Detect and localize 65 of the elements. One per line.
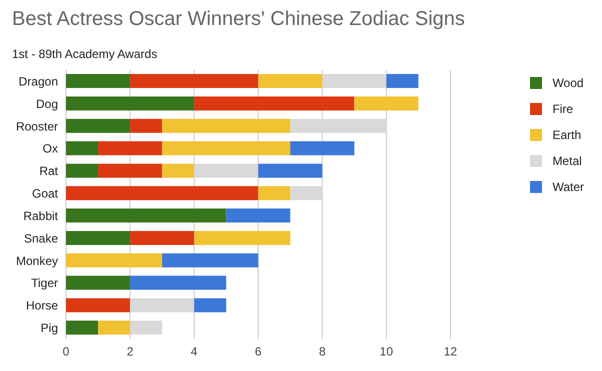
x-tick-label: 12 bbox=[444, 344, 458, 359]
x-tick-label: 6 bbox=[254, 344, 262, 359]
y-tick-label: Snake bbox=[24, 231, 58, 246]
y-tick-label: Horse bbox=[26, 298, 58, 313]
bar bbox=[258, 164, 322, 178]
bar bbox=[130, 118, 162, 133]
bar bbox=[66, 186, 258, 200]
bar bbox=[130, 298, 194, 312]
bar bbox=[194, 230, 290, 245]
x-tick-label: 8 bbox=[318, 344, 326, 359]
bar bbox=[162, 141, 290, 156]
bar bbox=[66, 298, 130, 312]
bar bbox=[354, 96, 418, 110]
y-tick-label: Rooster bbox=[16, 119, 58, 134]
bar bbox=[98, 164, 162, 178]
bar bbox=[130, 320, 162, 335]
bar bbox=[66, 96, 194, 110]
bar bbox=[130, 276, 226, 290]
x-tick-label: 0 bbox=[62, 344, 70, 359]
legend-label: Metal bbox=[552, 154, 582, 168]
bar bbox=[66, 276, 130, 290]
y-tick-label: Pig bbox=[40, 321, 58, 336]
bar bbox=[66, 208, 226, 223]
legend-label: Water bbox=[552, 180, 584, 194]
bar bbox=[130, 74, 258, 88]
bar bbox=[290, 186, 322, 200]
x-tick-label: 2 bbox=[126, 344, 134, 359]
y-tick-label: Goat bbox=[32, 186, 59, 201]
y-tick-label: Rabbit bbox=[23, 208, 59, 223]
bar bbox=[66, 320, 98, 335]
bar bbox=[194, 298, 226, 312]
y-tick-label: Dragon bbox=[18, 74, 58, 88]
y-tick-label: Monkey bbox=[16, 254, 58, 268]
bar bbox=[322, 74, 386, 88]
bar bbox=[226, 208, 290, 223]
bar bbox=[66, 118, 130, 133]
bar bbox=[98, 141, 162, 156]
bar bbox=[258, 186, 290, 200]
bar bbox=[66, 141, 98, 156]
bar bbox=[290, 141, 354, 156]
chart-subtitle: 1st - 89th Academy Awards bbox=[12, 47, 158, 61]
bar bbox=[66, 253, 162, 268]
bar bbox=[130, 230, 194, 245]
bar bbox=[66, 164, 98, 178]
bar bbox=[162, 164, 194, 178]
legend-label: Fire bbox=[552, 102, 574, 116]
legend-label: Earth bbox=[552, 128, 582, 142]
y-tick-label: Dog bbox=[36, 96, 58, 111]
y-tick-label: Ox bbox=[42, 142, 58, 156]
bar bbox=[386, 74, 418, 88]
bar bbox=[162, 253, 258, 268]
bar bbox=[66, 230, 130, 245]
x-tick-label: 4 bbox=[190, 344, 198, 359]
bar bbox=[66, 74, 130, 88]
bar bbox=[98, 320, 130, 335]
y-tick-label: Tiger bbox=[31, 276, 58, 290]
chart-title: Best Actress Oscar Winners' Chinese Zodiac Signs bbox=[12, 8, 465, 31]
bar bbox=[162, 118, 290, 133]
y-tick-label: Rat bbox=[39, 164, 59, 178]
legend-label: Wood bbox=[552, 76, 584, 90]
bar bbox=[258, 74, 322, 88]
bar bbox=[290, 118, 386, 133]
x-tick-label: 10 bbox=[380, 344, 394, 359]
bar bbox=[194, 164, 258, 178]
bar bbox=[194, 96, 354, 110]
